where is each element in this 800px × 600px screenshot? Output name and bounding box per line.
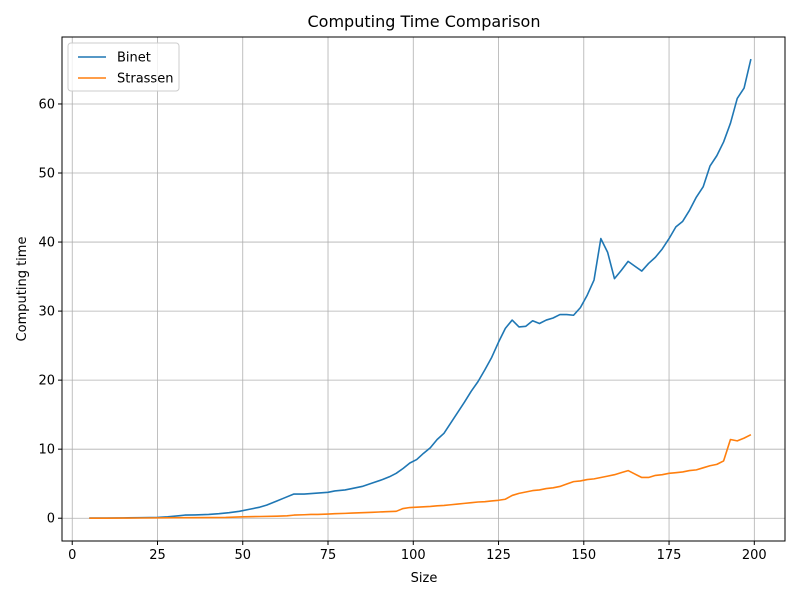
plot-frame [61, 36, 786, 542]
x-tick-label: 100 [401, 548, 426, 563]
chart-title: Computing Time Comparison [308, 12, 541, 31]
y-tick-label: 0 [47, 512, 55, 527]
x-axis-title: Size [411, 571, 438, 586]
y-tick-label: 50 [38, 167, 55, 182]
series-line-strassen [89, 433, 752, 520]
series-lines [89, 58, 752, 520]
y-tick-label: 10 [38, 443, 55, 458]
axis-ticks: 0 25 50 75 100 125 150 175 200 0 10 20 30 40 50 60 [38, 97, 766, 563]
x-tick-label: 175 [657, 548, 682, 563]
legend-label-strassen: Strassen [117, 72, 173, 87]
y-tick-label: 30 [38, 305, 55, 320]
x-tick-label: 200 [742, 548, 767, 563]
x-tick-label: 150 [571, 548, 596, 563]
series-line-binet [89, 58, 752, 519]
y-axis-title: Computing time [15, 237, 30, 342]
x-tick-label: 50 [234, 548, 251, 563]
x-tick-label: 0 [68, 548, 76, 563]
x-tick-label: 25 [149, 548, 166, 563]
legend-box [67, 42, 180, 92]
x-tick-label: 125 [486, 548, 511, 563]
legend-label-binet: Binet [117, 51, 151, 66]
y-tick-label: 40 [38, 236, 55, 251]
legend: Binet Strassen [67, 42, 180, 92]
y-tick-label: 20 [38, 374, 55, 389]
grid [62, 37, 785, 541]
x-tick-label: 75 [320, 548, 337, 563]
y-tick-label: 60 [38, 97, 55, 112]
